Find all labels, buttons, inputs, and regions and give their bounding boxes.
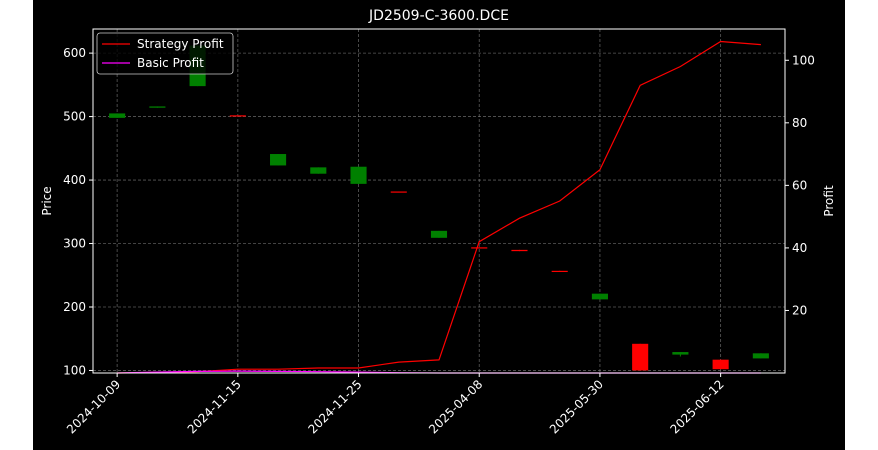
candle-body (109, 113, 126, 118)
y-tick-label-right: 20 (792, 303, 807, 317)
candle-body (310, 167, 327, 174)
candle-body (712, 359, 729, 370)
candle-body (270, 154, 287, 166)
candle-body (511, 249, 528, 252)
y-tick-label-left: 100 (63, 363, 86, 377)
legend-box (96, 32, 234, 75)
y-tick-label-left: 500 (63, 110, 86, 124)
chart-title: JD2509-C-3600.DCE (368, 8, 509, 24)
candle-body (471, 247, 488, 249)
plot-frame (92, 28, 786, 374)
candle-body (551, 270, 568, 273)
y-tick-label-left: 400 (63, 173, 86, 187)
candle-body (390, 191, 407, 193)
candle-body (350, 166, 367, 184)
y-tick-label-left: 600 (63, 46, 86, 60)
y-tick-label-left: 300 (63, 237, 86, 251)
legend-label: Strategy Profit (137, 37, 224, 51)
legend: Strategy Profit Basic Profit (96, 32, 234, 75)
candles (109, 45, 769, 371)
candle-body (591, 293, 608, 300)
y-axis-label-left: Price (40, 186, 54, 215)
chart-background (33, 0, 845, 450)
y-tick-label-right: 40 (792, 241, 807, 255)
candle-body (430, 230, 448, 238)
y-tick-label-right: 100 (792, 53, 815, 67)
candle-body (229, 115, 246, 117)
grid-lines (93, 29, 785, 373)
y-tick-label-left: 200 (63, 300, 86, 314)
candle-body (149, 106, 166, 108)
series-line (117, 40, 761, 374)
candle-body (632, 343, 649, 371)
y-axis-label-right: Profit (822, 185, 836, 217)
candle-body (672, 352, 689, 355)
y-tick-label-right: 60 (792, 178, 807, 192)
legend-label: Basic Profit (137, 56, 204, 70)
y-tick-label-right: 80 (792, 116, 807, 130)
candle-body (752, 353, 769, 359)
